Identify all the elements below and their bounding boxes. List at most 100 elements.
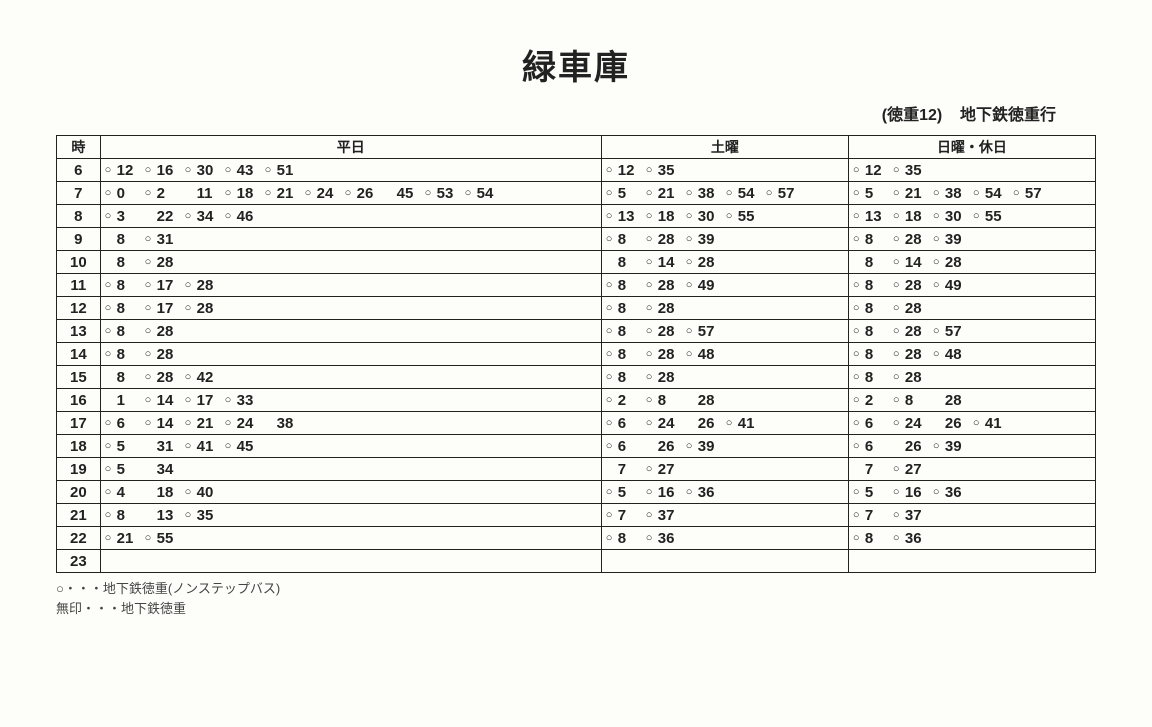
weekday-cell: ○8○28 (100, 343, 601, 366)
saturday-cell: ○8○28○49 (601, 274, 848, 297)
timetable-row: 19○5 34 7○27 7○27 (57, 458, 1096, 481)
departure: ○48 (686, 346, 720, 363)
departure: ○8 (105, 323, 139, 340)
departure: ○28 (893, 300, 927, 317)
departure: ○57 (766, 185, 800, 202)
departure: ○28 (893, 346, 927, 363)
departure: ○55 (726, 208, 760, 225)
departure: 13 (145, 507, 179, 524)
sunday-cell: ○8○28 (848, 366, 1095, 389)
departure: ○21 (105, 530, 139, 547)
departure: ○5 (105, 438, 139, 455)
hour-cell: 7 (57, 182, 101, 205)
hour-cell: 16 (57, 389, 101, 412)
weekday-cell: ○5 31○41○45 (100, 435, 601, 458)
weekday-cell: 8○31 (100, 228, 601, 251)
departure: ○8 (606, 323, 640, 340)
departure: ○8 (606, 369, 640, 386)
col-sunday: 日曜・休日 (848, 136, 1095, 159)
departure: ○28 (145, 346, 179, 363)
departure: ○49 (686, 277, 720, 294)
hour-cell: 22 (57, 527, 101, 550)
saturday-cell: ○5○21○38○54○57 (601, 182, 848, 205)
departure: ○28 (893, 231, 927, 248)
departure: 8 (105, 369, 139, 386)
departure: ○2 (145, 185, 179, 202)
departure: ○28 (646, 369, 680, 386)
sunday-cell: ○7○37 (848, 504, 1095, 527)
departure: ○5 (853, 484, 887, 501)
departure: ○37 (893, 507, 927, 524)
departure: ○57 (933, 323, 967, 340)
departure: ○13 (853, 208, 887, 225)
departure: ○28 (646, 323, 680, 340)
timetable-row: 17○6○14○21○24 38○6○24 26○41○6○24 26○41 (57, 412, 1096, 435)
departure: ○27 (646, 461, 680, 478)
departure: 22 (145, 208, 179, 225)
departure: ○28 (145, 369, 179, 386)
sunday-cell (848, 550, 1095, 573)
departure: ○49 (933, 277, 967, 294)
departure: ○5 (606, 185, 640, 202)
saturday-cell: ○2○8 28 (601, 389, 848, 412)
departure: ○8 (606, 346, 640, 363)
departure: ○39 (686, 231, 720, 248)
sunday-cell: ○5○16○36 (848, 481, 1095, 504)
departure: 26 (893, 438, 927, 455)
departure: ○42 (185, 369, 219, 386)
sunday-cell: 7 ○27 (848, 458, 1095, 481)
departure: ○57 (1013, 185, 1047, 202)
departure: ○8 (853, 323, 887, 340)
departure: 7 (606, 461, 640, 478)
departure: ○17 (185, 392, 219, 409)
departure: ○35 (646, 162, 680, 179)
departure: ○41 (973, 415, 1007, 432)
departure: 1 (105, 392, 139, 409)
departure: ○40 (185, 484, 219, 501)
weekday-cell: ○0○2 11○18○21○24○26 45○53○54 (100, 182, 601, 205)
hour-cell: 18 (57, 435, 101, 458)
departure: ○45 (225, 438, 259, 455)
departure: ○35 (185, 507, 219, 524)
sunday-cell: ○8○28○49 (848, 274, 1095, 297)
departure: ○36 (893, 530, 927, 547)
departure: ○6 (853, 438, 887, 455)
departure: ○18 (893, 208, 927, 225)
timetable-row: 21○8 13○35○7○37○7○37 (57, 504, 1096, 527)
sunday-cell: 8○14○28 (848, 251, 1095, 274)
legend: ○・・・地下鉄徳重(ノンステップバス) 無印・・・地下鉄徳重 (56, 579, 1096, 619)
hour-cell: 15 (57, 366, 101, 389)
saturday-cell: ○8○28○57 (601, 320, 848, 343)
departure: ○30 (933, 208, 967, 225)
departure: ○24 (305, 185, 339, 202)
saturday-cell: ○5○16○36 (601, 481, 848, 504)
weekday-cell: 8○28 (100, 251, 601, 274)
departure: ○8 (105, 507, 139, 524)
departure: 8 (606, 254, 640, 271)
departure: ○8 (606, 530, 640, 547)
hour-cell: 14 (57, 343, 101, 366)
departure: ○8 (105, 277, 139, 294)
departure: 7 (853, 461, 887, 478)
saturday-cell: ○7○37 (601, 504, 848, 527)
departure: ○13 (606, 208, 640, 225)
departure: ○14 (145, 392, 179, 409)
departure: ○8 (105, 300, 139, 317)
departure: ○4 (105, 484, 139, 501)
departure: ○6 (105, 415, 139, 432)
departure: ○8 (853, 231, 887, 248)
sunday-cell: ○8○28○48 (848, 343, 1095, 366)
sunday-cell: ○8 ○28 (848, 297, 1095, 320)
departure: ○27 (893, 461, 927, 478)
hour-cell: 6 (57, 159, 101, 182)
departure: ○33 (225, 392, 259, 409)
departure: ○41 (726, 415, 760, 432)
col-hour: 時 (57, 136, 101, 159)
saturday-cell: ○6 26○39 (601, 435, 848, 458)
departure: ○8 (853, 300, 887, 317)
departure: ○16 (893, 484, 927, 501)
departure: ○18 (225, 185, 259, 202)
departure: 11 (185, 185, 219, 202)
departure: ○38 (933, 185, 967, 202)
departure: ○12 (105, 162, 139, 179)
